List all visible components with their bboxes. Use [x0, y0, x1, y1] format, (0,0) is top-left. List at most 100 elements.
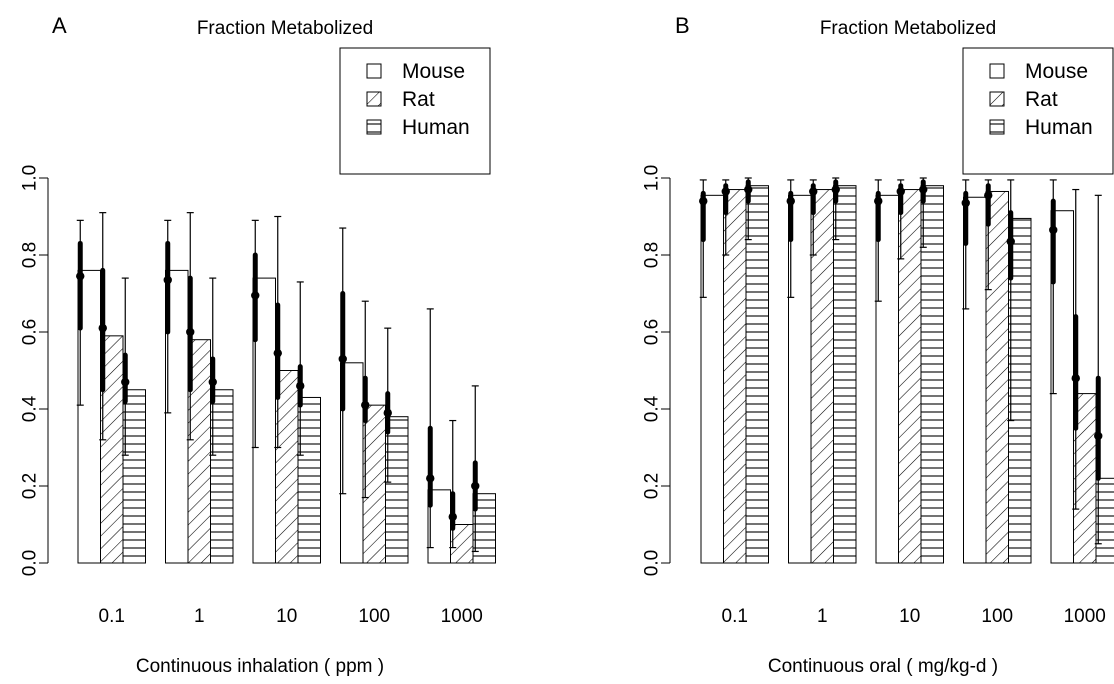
median-point-human — [121, 377, 130, 387]
error-bars — [76, 212, 480, 553]
legend-swatch-human — [366, 119, 382, 135]
legend: Mouse Rat Human — [339, 47, 491, 175]
legend-label-rat: Rat — [1025, 88, 1058, 111]
median-point-human — [919, 185, 928, 194]
chart-title: Fraction Metabolized — [820, 18, 996, 39]
median-point-human — [296, 381, 305, 391]
bar-human-10 — [920, 185, 944, 564]
median-point-rat — [1071, 374, 1080, 383]
bars — [700, 185, 1114, 564]
y-tick-label: 0.4 — [20, 395, 41, 422]
x-axis-label: Continuous oral ( mg/kg-d ) — [768, 656, 998, 677]
median-point-rat — [361, 400, 370, 410]
x-tick-label: 0.1 — [722, 606, 748, 627]
legend-label-human: Human — [1025, 116, 1093, 139]
median-point-human — [471, 481, 480, 491]
bar-mouse-100 — [963, 196, 987, 564]
chart-title: Fraction Metabolized — [197, 18, 373, 39]
bar-human-0.1 — [745, 185, 769, 564]
median-point-mouse — [426, 474, 435, 483]
median-point-rat — [809, 187, 818, 196]
bar-human-1000 — [1095, 477, 1114, 564]
error-bars — [699, 177, 1103, 545]
y-tick-label: 0.8 — [642, 242, 663, 268]
bar-rat-1 — [810, 189, 834, 564]
bar-human-100 — [1008, 217, 1032, 564]
legend-label-mouse: Mouse — [402, 60, 465, 83]
median-point-human — [744, 185, 753, 194]
bar-mouse-10 — [875, 194, 899, 564]
bar-human-10 — [297, 396, 321, 564]
y-tick-label: 0.0 — [642, 550, 663, 576]
median-point-mouse — [1049, 225, 1058, 235]
median-point-human — [1094, 431, 1103, 441]
x-tick-label: 1 — [194, 606, 205, 627]
bar-rat-10 — [898, 189, 922, 564]
legend-label-rat: Rat — [402, 88, 435, 111]
x-tick-label: 1 — [817, 606, 828, 627]
bar-mouse-0.1 — [700, 194, 724, 564]
legend-box — [962, 47, 1114, 175]
median-point-mouse — [961, 198, 970, 208]
bar-human-1 — [210, 389, 234, 564]
legend-swatch-mouse — [989, 63, 1005, 79]
bar-rat-0.1 — [723, 189, 747, 564]
x-tick-label: 1000 — [1064, 606, 1106, 627]
bar-human-1000 — [472, 493, 496, 564]
median-point-mouse — [163, 275, 172, 285]
legend-swatch-rat — [366, 91, 382, 107]
legend-box — [339, 47, 491, 175]
x-tick-label: 100 — [981, 606, 1013, 627]
median-point-rat — [721, 187, 730, 196]
median-point-mouse — [874, 196, 883, 206]
legend: Mouse Rat Human — [962, 47, 1114, 175]
median-point-mouse — [699, 196, 708, 206]
y-axis: 0.0 0.2 0.4 0.6 0.8 1.0 — [20, 165, 49, 576]
x-axis-label: Continuous inhalation ( ppm ) — [136, 656, 384, 677]
legend-label-mouse: Mouse — [1025, 60, 1088, 83]
bar-rat-100 — [362, 404, 386, 564]
median-point-mouse — [251, 291, 260, 300]
median-point-human — [208, 377, 217, 387]
y-tick-label: 0.6 — [642, 319, 663, 345]
panel-letter: A — [52, 13, 67, 38]
bars — [77, 269, 496, 564]
y-axis: 0.0 0.2 0.4 0.6 0.8 1.0 — [642, 165, 671, 576]
median-point-mouse — [786, 196, 795, 206]
median-point-mouse — [76, 271, 85, 281]
y-tick-label: 0.2 — [642, 473, 663, 499]
bar-human-0.1 — [122, 389, 146, 564]
median-point-rat — [186, 327, 195, 337]
median-point-mouse — [338, 354, 347, 364]
median-point-human — [383, 408, 392, 418]
bar-mouse-1 — [788, 194, 812, 564]
legend-label-human: Human — [402, 116, 470, 139]
median-point-human — [1006, 237, 1015, 246]
median-point-rat — [273, 348, 282, 358]
y-tick-label: 0.0 — [20, 550, 41, 576]
legend-swatch-mouse — [366, 63, 382, 79]
y-tick-label: 0.4 — [642, 395, 663, 422]
panel-a: A Fraction Metabolized0.00.20.40.60.81.00… — [20, 13, 496, 677]
legend-swatch-human — [989, 119, 1005, 135]
x-tick-label: 100 — [358, 606, 390, 627]
median-point-rat — [896, 187, 905, 196]
y-tick-label: 0.2 — [20, 473, 41, 499]
x-tick-label: 10 — [899, 606, 920, 627]
legend-swatch-rat — [989, 91, 1005, 107]
y-tick-label: 1.0 — [20, 165, 41, 191]
bar-rat-100 — [985, 190, 1009, 564]
y-tick-label: 0.8 — [20, 242, 41, 268]
y-tick-label: 1.0 — [642, 165, 663, 191]
bar-human-100 — [385, 416, 409, 564]
median-point-rat — [448, 512, 457, 521]
y-tick-label: 0.6 — [20, 319, 41, 345]
bar-human-1 — [833, 185, 857, 564]
x-tick-label: 1000 — [441, 606, 483, 627]
panel-b: B Fraction Metabolized0.00.20.40.60.81.00… — [642, 13, 1114, 677]
x-tick-label: 10 — [276, 606, 297, 627]
median-point-human — [831, 185, 840, 194]
x-tick-label: 0.1 — [99, 606, 125, 627]
